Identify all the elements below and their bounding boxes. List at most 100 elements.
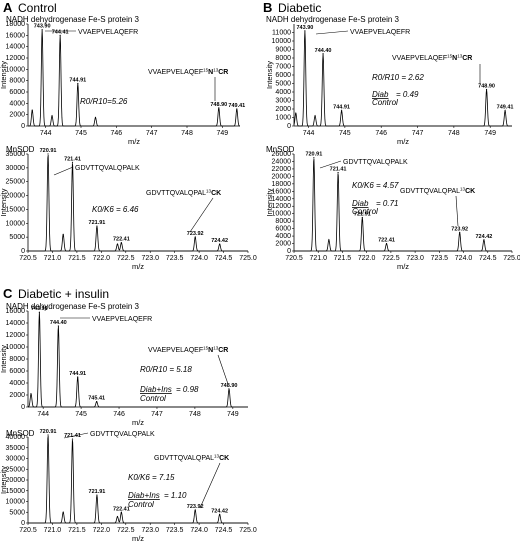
a-top-ratio: R0/R10=5.26 — [80, 97, 128, 106]
y-tick-label: 15000 — [6, 206, 26, 213]
x-tick-label: 724.5 — [215, 255, 233, 262]
y-tick-label: 14000 — [272, 196, 292, 203]
y-tick-label: 9000 — [275, 47, 291, 54]
peak-point — [96, 225, 98, 227]
c-top-ratio2-den: Control — [140, 394, 166, 403]
y-axis-label: Intensity — [0, 61, 8, 89]
x-tick-label: 744 — [303, 130, 315, 137]
peak-point — [96, 401, 98, 403]
peak-label: 721.91 — [89, 489, 106, 495]
b-top-light-label: VVAEPVELAQEFR — [350, 29, 410, 36]
a-top-heavy-label: VVAEPVELAQEF15N13CR — [148, 68, 228, 77]
y-tick-label: 16000 — [6, 32, 26, 39]
peak-label: 720.91 — [40, 429, 57, 435]
spectra-plots: 0200040006000800010000120001400016000180… — [0, 21, 520, 543]
x-tick-label: 746 — [375, 130, 387, 137]
a-bot-light-label: GDVTTQVALQPALK — [75, 165, 140, 172]
peak-point — [31, 109, 33, 111]
peak-label: 744.40 — [50, 320, 67, 326]
y-tick-label: 25000 — [6, 466, 26, 473]
peak-point — [385, 242, 388, 245]
x-tick-label: 721.0 — [309, 255, 327, 262]
peak-point — [71, 438, 74, 440]
y-axis-label: Intensity — [0, 466, 8, 494]
c-top-ratio2-value: = 0.98 — [176, 385, 199, 394]
x-tick-label: 722.0 — [93, 527, 111, 534]
x-tick-label: 748 — [448, 130, 460, 137]
x-tick-label: 723.5 — [166, 255, 184, 262]
x-axis-label: m/z — [132, 418, 144, 427]
peak-point — [322, 53, 324, 55]
y-tick-label: 7000 — [275, 64, 291, 71]
peak-point — [219, 243, 221, 245]
b-top-ratio2-den: Control — [372, 98, 398, 107]
peak-label: 722.41 — [113, 506, 130, 512]
panel-c-top-name: NADH dehydrogenase Fe-S protein 3 — [6, 302, 140, 311]
y-tick-label: 0 — [21, 248, 25, 255]
c-top-heavy-label: VVAEPVELAQEF15N13CR — [148, 346, 228, 355]
y-tick-label: 20000 — [272, 173, 292, 180]
spectrum-line — [28, 29, 241, 127]
peak-label: 748.90 — [478, 83, 495, 89]
peak-label: 723.92 — [187, 231, 204, 237]
peak-point — [328, 239, 330, 241]
x-tick-label: 722.0 — [358, 255, 376, 262]
peak-point — [219, 513, 221, 516]
peak-point — [71, 161, 74, 163]
x-tick-label: 722.5 — [117, 527, 135, 534]
panel-a-top-name: NADH dehydrogenase Fe-S protein 3 — [6, 15, 140, 24]
x-tick-label: 722.5 — [382, 255, 400, 262]
y-tick-label: 4000 — [275, 89, 291, 96]
y-axis-label: Intensity — [265, 188, 274, 216]
x-tick-label: 722.5 — [117, 255, 135, 262]
y-tick-label: 20000 — [6, 193, 26, 200]
peak-point — [194, 236, 196, 238]
c-bot-light-label: GDVTTQVALQPALK — [90, 431, 155, 438]
y-tick-label: 16000 — [6, 308, 26, 315]
y-tick-label: 10000 — [6, 220, 26, 227]
y-tick-label: 30000 — [6, 456, 26, 463]
peak-label: 748.90 — [221, 383, 238, 389]
peak-label: 721.41 — [64, 156, 81, 162]
peak-label: 745.41 — [88, 396, 105, 402]
peak-point — [47, 434, 49, 436]
peak-point — [38, 311, 40, 313]
peak-point — [41, 29, 43, 31]
peak-label: 723.92 — [187, 504, 204, 510]
panel-a-title: Control — [18, 1, 57, 15]
x-tick-label: 721.5 — [68, 527, 86, 534]
x-tick-label: 723.0 — [141, 527, 159, 534]
x-tick-label: 723.5 — [166, 527, 184, 534]
y-tick-label: 10000 — [272, 38, 292, 45]
x-tick-label: 746 — [110, 130, 122, 137]
c-bot-ratio2-value: = 1.10 — [164, 491, 187, 500]
peak-point — [120, 242, 122, 244]
peak-point — [51, 115, 53, 117]
y-tick-label: 18000 — [272, 181, 292, 188]
peak-point — [77, 82, 79, 85]
y-tick-label: 6000 — [275, 72, 291, 79]
x-tick-label: 749 — [484, 130, 496, 137]
y-tick-label: 25000 — [6, 179, 26, 186]
b-top-heavy-label: VVAEPVELAQEF15N13CR — [392, 54, 472, 63]
y-tick-label: 0 — [287, 248, 291, 255]
y-tick-label: 2000 — [275, 241, 291, 248]
peak-point — [218, 107, 220, 109]
peak-point — [228, 388, 230, 390]
b-top-ratio: R0/R10 = 2.62 — [372, 73, 424, 82]
x-tick-label: 720.5 — [19, 527, 37, 534]
peak-label: 749.41 — [497, 105, 514, 111]
peak-label: 721.91 — [354, 211, 371, 217]
panel-c-bottom-name: MnSOD — [6, 429, 35, 438]
y-tick-label: 0 — [21, 404, 25, 411]
x-tick-label: 720.5 — [285, 255, 303, 262]
peak-label: 724.42 — [211, 508, 228, 514]
spectrum-line — [293, 30, 512, 127]
c-bot-ratio2-den: Control — [128, 500, 154, 509]
y-tick-label: 24000 — [272, 158, 292, 165]
peak-point — [96, 494, 98, 496]
y-tick-label: 2000 — [9, 112, 25, 119]
x-tick-label: 745 — [339, 130, 351, 137]
peak-label: 749.41 — [228, 103, 245, 109]
y-tick-label: 8000 — [9, 356, 25, 363]
